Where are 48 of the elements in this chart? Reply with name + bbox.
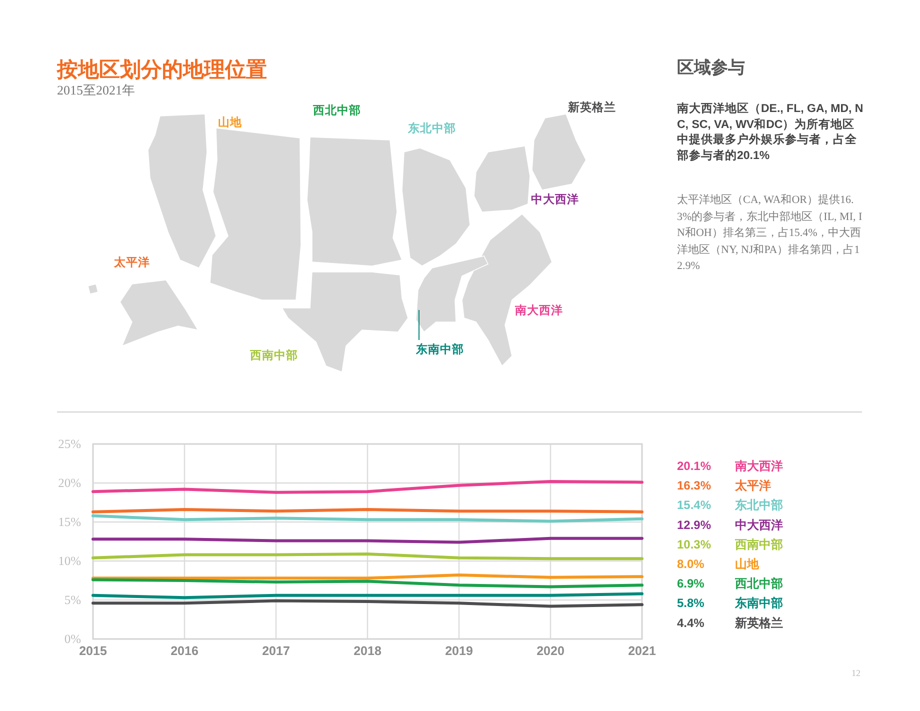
text: 新英格兰 <box>568 102 616 114</box>
line-series <box>92 578 644 588</box>
x-tick-label: 2016 <box>170 644 198 658</box>
text: 中大西洋 <box>735 518 783 532</box>
x-tick-label: 2021 <box>628 644 656 658</box>
text: 12.9% <box>677 518 712 532</box>
text: 10.3% <box>677 537 712 552</box>
text: 12 <box>852 668 860 678</box>
text: 南大西洋 <box>515 305 563 317</box>
y-tick-label: 10% <box>58 554 81 568</box>
text: 东北中部 <box>408 123 456 135</box>
text: 南大西洋地区（DE., FL, GA, MD, NC, SC, VA, WV和DC）为所有地区中提供最多户外娱乐参与者，占全部参与者的20.1% <box>677 102 864 164</box>
text: 中大西洋 <box>531 194 579 206</box>
y-tick-label: 20% <box>58 476 81 490</box>
text: 太平洋 <box>114 257 150 269</box>
text: 东北中部 <box>734 498 783 512</box>
text: 东南中部 <box>416 344 464 356</box>
text: 太平洋地区（CA, WA和OR）提供16.3%的参与者，东北中部地区（IL, MI, IN和OH）排名第三，占15.4%，中大西洋地区（NY, NJ和PA）排名第四，占12.9% <box>677 193 864 274</box>
text: 6.9% <box>677 576 705 591</box>
y-tick-label: 5% <box>64 593 81 607</box>
text: 8.0% <box>677 557 705 571</box>
x-tick-label: 2015 <box>79 644 107 658</box>
y-tick-label: 15% <box>58 515 81 529</box>
text: 区域参与 <box>677 57 746 79</box>
text: 16.3% <box>677 478 712 493</box>
y-tick-label: 0% <box>64 632 81 646</box>
chart-title: 按地区划分的地理位置 <box>56 58 267 82</box>
text: 南大西洋 <box>734 459 783 473</box>
x-tick-label: 2018 <box>354 644 382 658</box>
text: 15.4% <box>677 498 712 512</box>
text: 东南中部 <box>734 596 783 610</box>
chart-subtitle: 2015至2021年 <box>57 82 135 98</box>
text: 西南中部 <box>734 537 783 552</box>
line-series <box>92 480 644 494</box>
text: 西北中部 <box>313 105 361 117</box>
text: 山地 <box>218 117 242 129</box>
text: 4.4% <box>677 616 705 630</box>
y-tick-label: 25% <box>58 437 81 451</box>
text: 20.1% <box>677 459 712 473</box>
text: 山地 <box>735 557 760 571</box>
x-tick-label: 2020 <box>536 644 564 658</box>
x-tick-label: 2017 <box>262 644 290 658</box>
text: 西南中部 <box>250 350 298 362</box>
text: 新英格兰 <box>734 616 783 630</box>
text: 太平洋 <box>734 478 771 493</box>
text: 5.8% <box>677 596 705 610</box>
text: 西北中部 <box>734 576 783 591</box>
x-tick-label: 2019 <box>445 644 473 658</box>
